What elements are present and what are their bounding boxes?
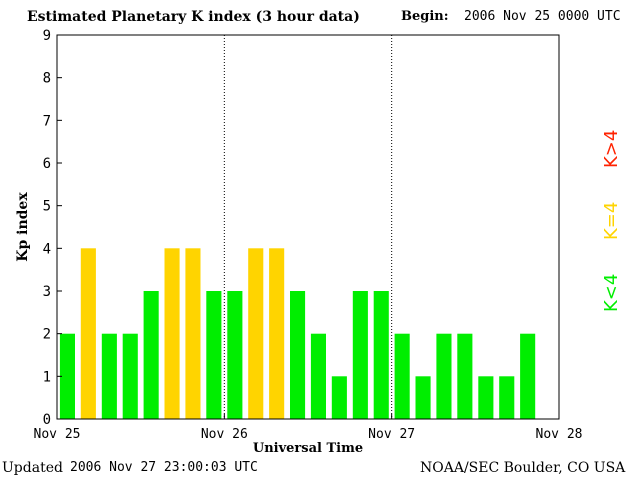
y-tick-label: 6 (43, 156, 51, 172)
kp-bar (206, 291, 222, 419)
kp-bar (436, 333, 452, 419)
kp-bar (457, 333, 473, 419)
legend-k-equals-4: K=4 (601, 201, 622, 240)
kp-bar (352, 291, 368, 419)
bars-group (59, 248, 536, 419)
kp-bar (520, 333, 536, 419)
y-tick-label: 5 (43, 199, 51, 215)
day-separators (223, 35, 393, 419)
kp-bar (310, 333, 326, 419)
updated-label: Updated (2, 460, 63, 476)
kp-bar (499, 376, 515, 419)
begin-label: Begin: (401, 9, 449, 24)
kp-bar (478, 376, 494, 419)
y-tick-label: 8 (43, 71, 51, 87)
x-axis: Nov 25 Nov 26 Nov 27 Nov 28 (34, 414, 583, 442)
y-tick-label: 2 (43, 327, 51, 343)
kp-bar (331, 376, 347, 419)
kp-bar (373, 291, 389, 419)
kp-bar (185, 248, 201, 419)
kp-bar (394, 333, 410, 419)
kp-bar (248, 248, 264, 419)
kp-bar (59, 333, 75, 419)
kp-bar (164, 248, 180, 419)
y-tick-label: 3 (43, 284, 51, 300)
x-tick-label: Nov 28 (536, 427, 583, 442)
y-tick-label: 0 (43, 412, 51, 428)
x-tick-label: Nov 25 (34, 427, 81, 442)
y-axis-label: Kp index (15, 192, 31, 262)
x-tick-label: Nov 26 (201, 427, 248, 442)
kp-bar (80, 248, 96, 419)
kp-bar (122, 333, 138, 419)
kp-bar (227, 291, 243, 419)
kp-bar (290, 291, 306, 419)
x-axis-label: Universal Time (253, 441, 363, 456)
kp-bar (415, 376, 431, 419)
x-tick-label: Nov 27 (368, 427, 415, 442)
y-tick-label: 7 (43, 113, 51, 129)
kp-bar (143, 291, 159, 419)
plot-frame (56, 34, 560, 420)
y-tick-label: 1 (43, 369, 51, 385)
kp-bar (101, 333, 117, 419)
begin-value: 2006 Nov 25 0000 UTC (464, 9, 621, 24)
legend-k-below-4: K<4 (601, 273, 622, 312)
updated-value: 2006 Nov 27 23:00:03 UTC (70, 460, 258, 475)
y-tick-label: 4 (43, 241, 51, 257)
kp-bar (269, 248, 285, 419)
legend-k-above-4: K>4 (601, 129, 622, 168)
chart-title: Estimated Planetary K index (3 hour data… (27, 9, 360, 25)
y-axis: 0 1 2 3 4 5 6 7 8 9 (43, 28, 62, 428)
organization: NOAA/SEC Boulder, CO USA (420, 460, 626, 476)
y-tick-label: 9 (43, 28, 51, 44)
